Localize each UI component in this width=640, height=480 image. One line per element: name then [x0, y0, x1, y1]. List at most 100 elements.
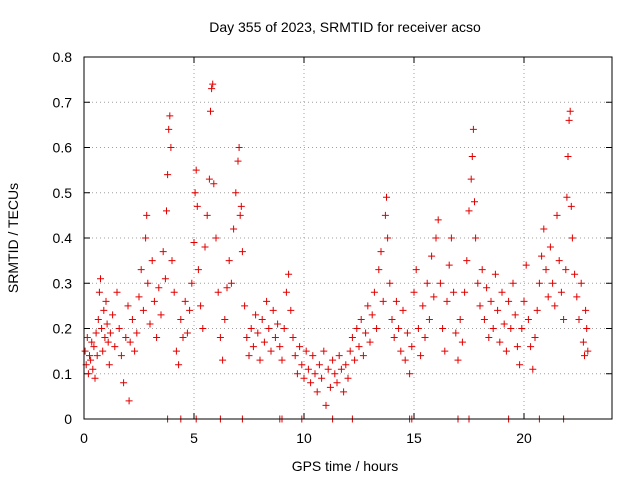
data-point	[406, 370, 414, 378]
data-point	[364, 302, 372, 310]
data-point	[417, 352, 425, 360]
data-point	[535, 279, 543, 287]
data-point	[99, 347, 107, 355]
data-point	[450, 288, 458, 296]
data-point	[533, 306, 541, 314]
data-point	[163, 207, 170, 215]
data-point	[392, 297, 400, 305]
data-point	[494, 306, 502, 314]
data-point	[348, 334, 356, 342]
data-point	[549, 279, 557, 287]
data-point	[188, 279, 196, 287]
y-tick-label: 0.4	[53, 230, 73, 246]
data-point	[469, 125, 477, 133]
data-point	[568, 234, 576, 242]
data-point	[359, 352, 367, 360]
data-point	[388, 315, 396, 323]
data-point	[300, 374, 308, 382]
data-point	[201, 243, 209, 251]
data-point	[529, 365, 537, 373]
data-point	[443, 297, 451, 305]
data-point	[329, 356, 337, 364]
data-point	[496, 338, 504, 346]
data-point	[311, 370, 319, 378]
data-point	[500, 320, 508, 328]
data-point	[333, 379, 341, 387]
data-point	[137, 266, 145, 274]
data-point	[340, 388, 348, 396]
data-point	[131, 347, 139, 355]
y-tick-label: 0.5	[53, 185, 73, 201]
data-point	[377, 248, 385, 256]
data-point	[103, 320, 111, 328]
data-point	[168, 257, 176, 265]
data-point	[351, 356, 359, 364]
plot-frame	[83, 56, 613, 420]
data-point	[258, 315, 266, 323]
data-point	[89, 365, 97, 373]
data-point	[88, 338, 96, 346]
data-point	[207, 107, 214, 115]
data-point	[342, 361, 350, 369]
data-point	[219, 356, 227, 364]
data-point	[577, 279, 585, 287]
axis-ticks: 0 0.1 0.2 0.3 0.4 0.5 0.6 0.7 0.8 0 5 10 15 20	[53, 49, 612, 446]
data-point	[445, 261, 453, 269]
data-point	[502, 347, 510, 355]
data-point	[563, 193, 571, 201]
data-point	[203, 211, 211, 219]
data-point	[254, 329, 262, 337]
data-point	[432, 234, 440, 242]
data-point	[181, 297, 189, 305]
y-tick-label: 0.7	[53, 94, 73, 110]
data-point	[373, 325, 381, 332]
x-tick-label: 15	[406, 430, 422, 446]
data-point	[322, 401, 330, 409]
data-point	[296, 343, 304, 351]
data-point	[375, 266, 383, 274]
data-point	[210, 180, 218, 188]
data-point	[263, 297, 271, 305]
data-point	[122, 334, 130, 342]
data-point	[144, 279, 152, 287]
data-point	[109, 311, 117, 319]
data-point	[425, 315, 433, 323]
data-point	[265, 325, 273, 332]
data-point	[412, 266, 420, 274]
data-point	[186, 306, 194, 314]
data-point	[582, 306, 590, 314]
data-point	[472, 234, 480, 242]
data-point	[419, 302, 427, 310]
data-point	[260, 338, 268, 346]
data-point	[291, 352, 299, 360]
data-point	[423, 279, 431, 287]
data-point	[511, 311, 519, 319]
data-point	[247, 325, 255, 332]
data-point	[135, 293, 143, 301]
data-point	[94, 315, 102, 323]
data-point	[106, 329, 114, 337]
y-tick-label: 0.1	[53, 366, 73, 382]
data-point	[485, 334, 493, 342]
data-point	[102, 297, 110, 305]
data-point	[209, 80, 217, 88]
data-point	[513, 343, 521, 351]
data-point	[542, 266, 550, 274]
data-point	[293, 370, 301, 378]
data-point	[216, 334, 224, 342]
data-point	[101, 334, 109, 342]
data-point	[86, 352, 93, 360]
data-point	[507, 325, 515, 332]
data-point	[192, 166, 200, 174]
data-point	[313, 388, 321, 396]
data-point	[90, 343, 98, 351]
data-point	[551, 302, 559, 310]
data-point	[465, 207, 473, 215]
data-point	[126, 338, 134, 346]
data-point	[179, 334, 187, 342]
data-point	[225, 257, 233, 265]
data-point	[368, 311, 376, 319]
data-point	[98, 325, 106, 332]
data-point	[344, 374, 352, 382]
data-point	[280, 325, 288, 332]
